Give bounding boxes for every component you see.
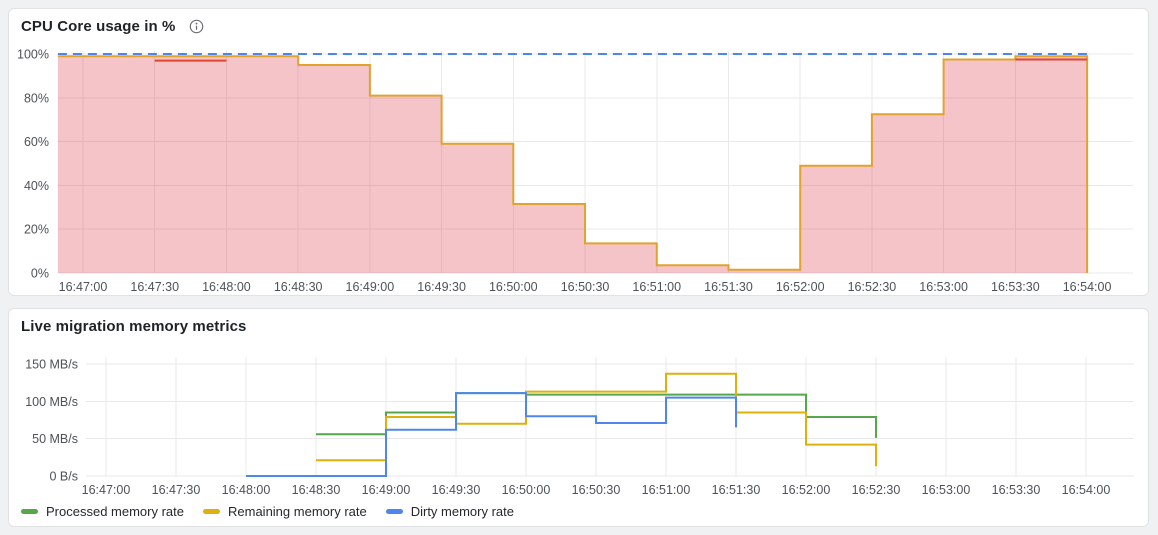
- x-tick-label: 16:51:00: [632, 280, 681, 294]
- cpu-usage-panel: CPU Core usage in % 0% 20% 40% 60% 80% 100% 16…: [8, 8, 1149, 296]
- memory-panel-title: Live migration memory metrics: [21, 317, 247, 335]
- y-tick-label: 0 B/s: [50, 470, 79, 484]
- remaining-series-label: Remaining memory rate: [228, 503, 367, 519]
- x-tick-label: 16:47:30: [130, 280, 179, 294]
- legend-item-processed: Processed memory rate: [21, 504, 184, 519]
- memory-panel-header: Live migration memory metrics: [21, 316, 246, 336]
- processed-series-marker: [21, 508, 38, 514]
- cpu-panel-title: CPU Core usage in %: [21, 17, 176, 35]
- x-tick-label: 16:48:30: [292, 483, 341, 497]
- x-tick-label: 16:49:30: [432, 483, 481, 497]
- y-tick-label: 100 MB/s: [25, 395, 78, 409]
- x-tick-label: 16:52:30: [852, 483, 901, 497]
- x-tick-label: 16:49:30: [417, 280, 466, 294]
- y-tick-label: 150 MB/s: [25, 357, 78, 371]
- y-tick-label: 20%: [24, 223, 49, 237]
- x-tick-label: 16:47:00: [82, 483, 131, 497]
- cpu-panel-header: CPU Core usage in %: [21, 16, 204, 36]
- x-tick-label: 16:52:00: [776, 280, 825, 294]
- x-tick-label: 16:51:30: [704, 280, 753, 294]
- x-tick-label: 16:48:00: [222, 483, 271, 497]
- x-tick-label: 16:49:00: [362, 483, 411, 497]
- dirty-series-label: Dirty memory rate: [410, 503, 515, 519]
- x-tick-label: 16:52:30: [848, 280, 897, 294]
- memory-chart-legend: Processed memory rate Remaining memory r…: [21, 502, 514, 520]
- x-tick-label: 16:51:00: [642, 483, 691, 497]
- x-tick-label: 16:50:00: [502, 483, 551, 497]
- y-tick-label: 60%: [24, 135, 49, 149]
- series-Dirty memory rate: [246, 392, 737, 477]
- info-icon[interactable]: [189, 19, 204, 34]
- x-tick-label: 16:53:00: [922, 483, 971, 497]
- x-tick-label: 16:53:30: [991, 280, 1040, 294]
- remaining-series-marker: [203, 508, 220, 514]
- cpu-usage-chart[interactable]: 0% 20% 40% 60% 80% 100% 16:47:00 16:47:30 16:48:…: [9, 9, 1150, 297]
- x-tick-label: 16:47:00: [59, 280, 108, 294]
- legend-item-dirty: Dirty memory rate: [385, 503, 515, 519]
- memory-metrics-chart[interactable]: 0 B/s 50 MB/s 100 MB/s 150 MB/s 16:47:00 16:4…: [9, 309, 1150, 528]
- series-fill-cpu-usage: [57, 56, 1088, 274]
- y-tick-label: 80%: [24, 91, 49, 105]
- x-tick-label: 16:51:30: [712, 483, 761, 497]
- memory-metrics-panel: Live migration memory metrics 0 B/s 50 MB…: [8, 308, 1149, 527]
- x-tick-label: 16:50:30: [572, 483, 621, 497]
- x-tick-label: 16:53:00: [919, 280, 968, 294]
- x-tick-label: 16:54:00: [1063, 280, 1112, 294]
- x-tick-label: 16:49:00: [346, 280, 395, 294]
- x-tick-label: 16:50:30: [561, 280, 610, 294]
- y-tick-label: 0%: [31, 267, 49, 281]
- x-tick-label: 16:54:00: [1062, 483, 1111, 497]
- y-tick-label: 40%: [24, 179, 49, 193]
- y-tick-label: 100%: [17, 48, 49, 62]
- legend-item-remaining: Remaining memory rate: [203, 504, 367, 519]
- processed-series-label: Processed memory rate: [46, 503, 184, 519]
- series-cpu-usage: [57, 55, 1089, 273]
- x-tick-label: 16:52:00: [782, 483, 831, 497]
- x-tick-label: 16:47:30: [152, 483, 201, 497]
- x-tick-label: 16:53:30: [992, 483, 1041, 497]
- x-tick-label: 16:48:00: [202, 280, 251, 294]
- y-tick-label: 50 MB/s: [32, 432, 78, 446]
- x-tick-label: 16:48:30: [274, 280, 323, 294]
- x-tick-label: 16:50:00: [489, 280, 538, 294]
- series-Remaining memory rate: [316, 372, 877, 467]
- dirty-series-marker: [385, 508, 403, 514]
